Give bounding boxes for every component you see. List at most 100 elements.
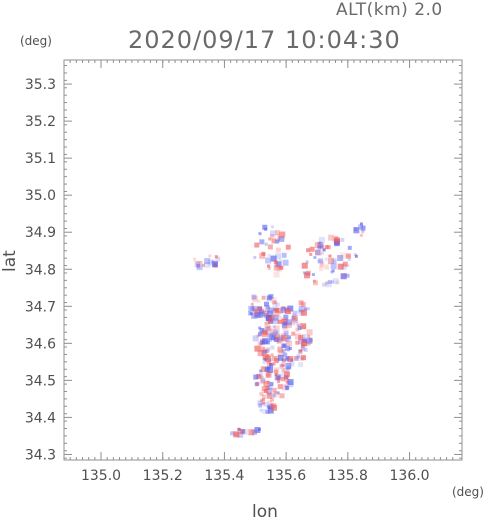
y-tick-label: 35.0 (25, 188, 56, 204)
positive-cell (326, 245, 331, 250)
negative-cell (279, 363, 283, 367)
positive-cell (265, 348, 270, 353)
negative-cell (280, 306, 287, 313)
negative-cell (267, 332, 273, 338)
positive-cell (286, 371, 290, 375)
negative-cell (259, 310, 266, 317)
positive-cell (272, 300, 277, 305)
negative-cell (259, 369, 263, 373)
negative-cell (237, 431, 244, 438)
negative-cell (324, 257, 328, 261)
positive-cell (266, 325, 272, 331)
positive-cell (248, 429, 255, 436)
negative-cell (285, 319, 292, 326)
positive-cell (315, 249, 321, 255)
positive-cell (309, 252, 313, 256)
negative-cell (265, 325, 272, 332)
negative-cell (278, 258, 282, 262)
positive-cell (342, 261, 348, 267)
negative-cell (284, 345, 290, 351)
negative-cell (258, 372, 263, 377)
negative-cell (266, 347, 271, 352)
negative-cell (281, 252, 287, 258)
negative-cell (272, 314, 279, 321)
negative-cell (353, 227, 360, 234)
negative-cell (271, 335, 277, 341)
positive-cell (279, 231, 286, 238)
positive-cell (254, 242, 260, 248)
positive-cell (264, 322, 271, 329)
positive-cell (259, 391, 264, 396)
positive-cell (275, 247, 281, 253)
positive-cell (265, 371, 272, 378)
negative-cell (332, 278, 339, 285)
positive-cell (306, 329, 313, 336)
negative-cell (204, 258, 211, 265)
x-axis-label: lon (252, 502, 278, 522)
positive-cell (278, 316, 283, 321)
positive-cell (259, 399, 263, 403)
negative-cell (251, 312, 258, 319)
positive-cell (274, 310, 281, 317)
negative-cell (296, 354, 301, 359)
positive-cell (261, 251, 266, 256)
positive-cell (320, 260, 325, 265)
positive-cell (287, 356, 294, 363)
negative-cell (297, 326, 302, 331)
negative-cell (259, 408, 263, 412)
negative-cell (325, 281, 332, 288)
positive-cell (266, 392, 273, 399)
positive-cell (264, 321, 268, 325)
positive-cell (215, 255, 219, 259)
negative-cell (298, 309, 303, 314)
negative-cell (360, 225, 366, 231)
negative-cell (354, 254, 358, 258)
positive-cell (253, 308, 258, 313)
negative-cell (265, 306, 271, 312)
positive-cell (268, 319, 273, 324)
positive-cell (291, 331, 296, 336)
negative-cell (284, 375, 289, 380)
negative-cell (317, 258, 323, 264)
positive-cell (273, 271, 280, 278)
positive-cell (294, 333, 301, 340)
positive-cell (265, 331, 269, 335)
negative-cell (294, 355, 300, 361)
negative-cell (285, 362, 292, 369)
negative-cell (330, 270, 334, 274)
positive-cell (277, 346, 284, 353)
negative-cell (301, 346, 306, 351)
timestamp-title: 2020/09/17 10:04:30 (128, 26, 401, 54)
positive-cell (295, 340, 300, 345)
negative-cell (207, 259, 214, 266)
negative-cell (337, 255, 344, 262)
y-tick-label: 35.1 (25, 151, 56, 167)
positive-cell (273, 391, 280, 398)
negative-cell (194, 260, 201, 267)
negative-cell (282, 343, 287, 348)
positive-cell (258, 307, 263, 312)
positive-cell (270, 234, 275, 239)
negative-cell (264, 366, 270, 372)
negative-cell (273, 336, 279, 342)
negative-cell (262, 224, 268, 230)
negative-cell (340, 237, 345, 242)
positive-cell (281, 335, 288, 342)
negative-cell (211, 261, 218, 268)
negative-cell (288, 346, 292, 350)
positive-cell (268, 237, 272, 241)
negative-cell (267, 337, 272, 342)
negative-cell (297, 324, 301, 328)
negative-cell (317, 242, 324, 249)
negative-cell (285, 357, 289, 361)
positive-cell (275, 230, 281, 236)
negative-cell (215, 256, 221, 262)
negative-cell (266, 405, 270, 409)
negative-cell (254, 382, 259, 387)
positive-cell (300, 309, 307, 316)
negative-cell (306, 337, 313, 344)
positive-cell (298, 300, 304, 306)
negative-cell (300, 346, 304, 350)
negative-cell (237, 427, 241, 431)
negative-cell (334, 241, 340, 247)
